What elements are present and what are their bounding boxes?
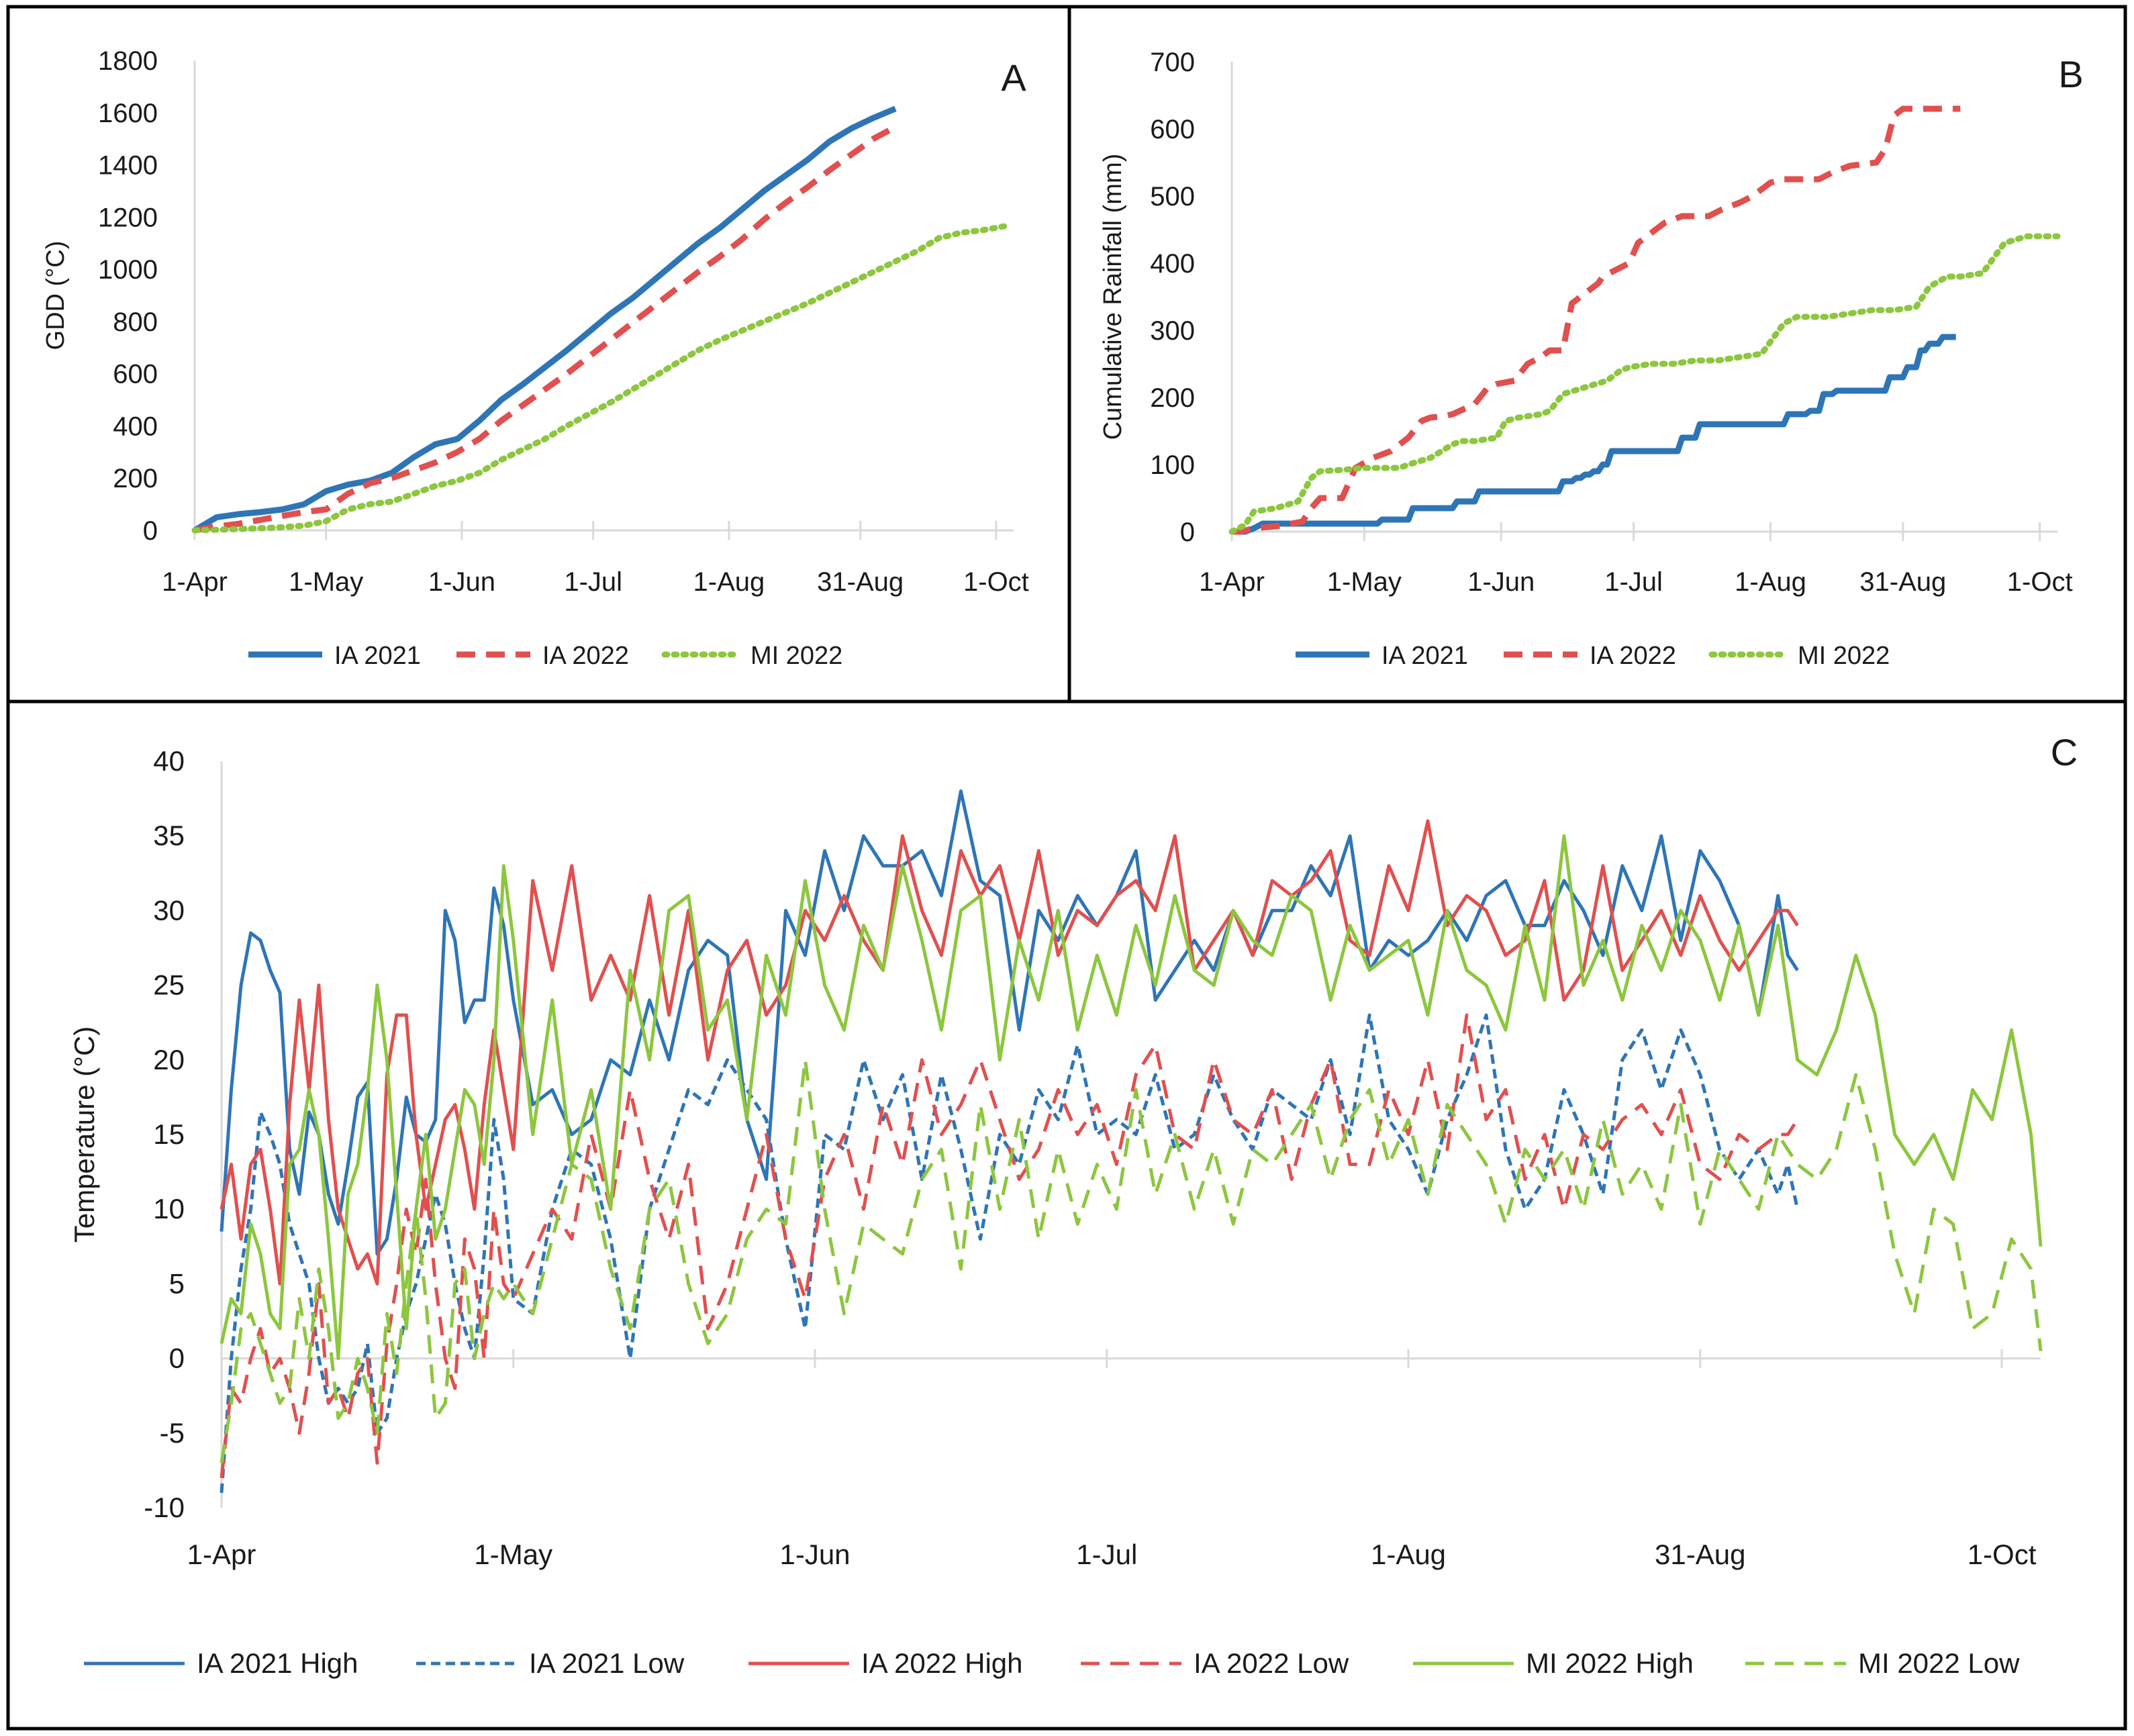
legend-label: MI 2022 High (1526, 1647, 1694, 1679)
legend-label: IA 2022 (542, 642, 629, 670)
y-tick-label: 40 (153, 745, 185, 777)
series-line-ia-2022 (1232, 105, 1961, 535)
x-tick-label: 1-Jun (779, 1539, 850, 1570)
x-tick-label: 1-May (289, 567, 363, 597)
x-tick-label: 1-May (1327, 567, 1402, 597)
y-tick-label: 500 (1150, 182, 1195, 211)
y-axis-title: GDD (°C) (42, 241, 70, 350)
x-tick-label: 31-Aug (817, 567, 904, 597)
y-tick-label: 100 (1150, 450, 1195, 480)
legend-label: MI 2022 Low (1858, 1647, 2020, 1679)
series-line-mi-2022-low (220, 1058, 2043, 1463)
series-line-ia-2021 (1232, 334, 1956, 535)
x-tick-label: 1-Jun (428, 567, 495, 597)
series-line-ia-2022 (194, 124, 898, 534)
y-tick-label: 1800 (98, 46, 158, 76)
y-tick-label: 0 (169, 1343, 185, 1374)
y-tick-label: 25 (153, 969, 185, 1001)
x-tick-label: 31-Aug (1859, 567, 1946, 597)
y-tick-label: 0 (143, 516, 158, 546)
x-tick-label: 1-Aug (693, 567, 765, 597)
x-tick-label: 1-Jul (1076, 1539, 1137, 1570)
y-tick-label: -5 (160, 1417, 185, 1449)
x-tick-label: 1-Jul (564, 567, 622, 597)
legend-label: IA 2022 (1590, 642, 1676, 670)
y-tick-label: -10 (144, 1492, 185, 1523)
series-line-ia-2021-low (220, 1013, 1800, 1493)
series-line-mi-2022-high (220, 834, 2043, 1361)
legend-label: MI 2022 (750, 642, 842, 670)
y-tick-label: 1200 (98, 203, 158, 232)
panel-B-letter: B (2058, 53, 2083, 95)
y-tick-label: 1000 (98, 255, 158, 285)
series-line-ia-2021 (193, 105, 897, 533)
y-tick-label: 0 (1180, 518, 1195, 547)
y-tick-label: 300 (1150, 316, 1195, 346)
x-tick-label: 1-Apr (162, 567, 228, 597)
y-axis-title: Cumulative Rainfall (mm) (1099, 154, 1127, 440)
x-tick-label: 1-Oct (2007, 567, 2073, 597)
panel-C-border (6, 700, 2127, 1731)
panel-B-border (1067, 5, 2127, 704)
legend-label: MI 2022 (1798, 642, 1890, 670)
x-tick-label: 1-Jun (1467, 567, 1535, 597)
y-tick-label: 400 (1150, 249, 1195, 279)
chart-A: 0 200 400 600 800 1000 1200 1400 1600 1800 1-Apr 1-… (42, 46, 1029, 670)
legend-label: IA 2022 Low (1194, 1647, 1349, 1679)
series-line-ia-2022-low (220, 1013, 1799, 1478)
y-tick-label: 5 (169, 1267, 185, 1299)
y-tick-label: 200 (113, 464, 158, 493)
y-tick-label: 20 (153, 1044, 185, 1075)
series-line-ia-2022-high (220, 819, 1799, 1286)
y-tick-label: 800 (113, 307, 158, 337)
y-tick-label: 1400 (98, 151, 158, 181)
panel-C-letter: C (2051, 731, 2078, 773)
y-axis-title: Temperature (°C) (68, 1026, 100, 1243)
legend-label: IA 2022 High (861, 1647, 1023, 1679)
chart-C: -10 -5 0 5 10 15 20 25 30 35 40 1-Apr 1-May 1-Jun 1-Ju… (68, 745, 2043, 1679)
y-tick-label: 35 (153, 820, 185, 851)
y-tick-label: 15 (153, 1118, 185, 1150)
x-tick-label: 1-Aug (1735, 567, 1806, 597)
series-line-mi-2022 (191, 223, 1008, 534)
x-tick-label: 1-Oct (963, 567, 1029, 597)
legend-label: IA 2021 (334, 642, 421, 670)
chart-B: 0 100 200 300 400 500 600 700 1-Apr 1-May 1-Jun 1-J… (1099, 48, 2073, 670)
legend-label: IA 2021 (1381, 642, 1468, 670)
panel-A-letter: A (1001, 56, 1026, 99)
x-tick-label: 1-Jul (1604, 567, 1663, 597)
y-tick-label: 1600 (98, 99, 158, 128)
legend-label: IA 2021 High (197, 1647, 358, 1679)
y-tick-label: 600 (113, 360, 158, 389)
y-tick-label: 10 (153, 1193, 185, 1224)
x-tick-label: 1-Aug (1371, 1539, 1446, 1570)
y-tick-label: 30 (153, 894, 185, 926)
y-tick-label: 400 (113, 412, 158, 441)
x-tick-label: 1-May (474, 1539, 552, 1570)
x-tick-label: 31-Aug (1655, 1539, 1745, 1570)
x-tick-label: 1-Oct (1968, 1539, 2037, 1570)
y-tick-label: 200 (1150, 383, 1195, 413)
legend-label: IA 2021 Low (529, 1647, 685, 1679)
series-line-mi-2022 (1228, 233, 2061, 535)
y-tick-label: 700 (1150, 48, 1195, 77)
x-tick-label: 1-Apr (187, 1539, 256, 1570)
y-tick-label: 600 (1150, 115, 1195, 144)
x-tick-label: 1-Apr (1199, 567, 1265, 597)
panel-A-border (6, 5, 1071, 704)
